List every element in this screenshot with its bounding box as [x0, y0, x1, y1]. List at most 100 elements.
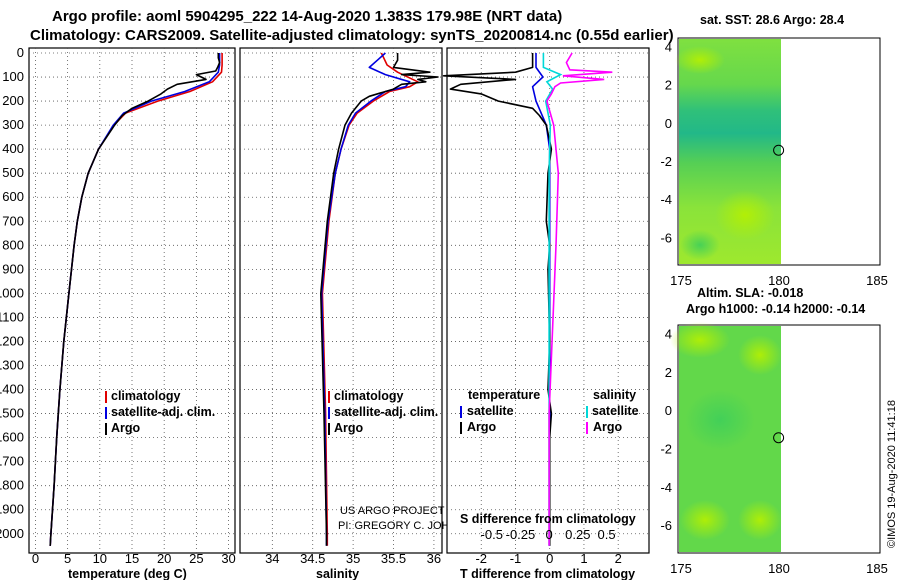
- legend-climatology: climatology: [111, 389, 181, 403]
- depth-tick-label: 1000: [0, 285, 24, 300]
- temperature-tick-label: 25: [189, 551, 203, 566]
- salinity-panel: 34 34.5 35 35.5 36 salinity climatology sate…: [239, 47, 481, 580]
- map-lat-tick-label: -2: [660, 154, 672, 169]
- sla-map-title-1: Altim. SLA: -0.018: [697, 286, 803, 300]
- salinity-legend: climatology satellite-adj. clim. Argo: [328, 389, 438, 435]
- legend-s-argo: Argo: [593, 420, 623, 434]
- map-lon-tick-label: 185: [866, 561, 888, 576]
- salinity-tick-label: 34: [265, 551, 279, 566]
- map-lon-tick-label: 175: [670, 273, 692, 288]
- sla-map-title-2: Argo h1000: -0.14 h2000: -0.14: [686, 302, 865, 316]
- map-lat-tick-label: 2: [665, 78, 672, 93]
- title-line-2: Climatology: CARS2009. Satellite-adjuste…: [30, 27, 674, 44]
- depth-tick-label: 600: [2, 189, 24, 204]
- depth-tick-label: 400: [2, 141, 24, 156]
- depth-tick-label: 1200: [0, 333, 24, 348]
- temperature-series-2: [49, 53, 221, 546]
- map-lat-tick-label: -4: [660, 480, 672, 495]
- legend-salinity-title: salinity: [593, 388, 636, 402]
- diff-s-argo: [546, 52, 613, 546]
- s-difference-tick-label: -0.5: [481, 527, 503, 542]
- depth-tick-label: 0: [17, 45, 24, 60]
- legend-satellite: satellite-adj. clim.: [111, 405, 215, 419]
- depth-tick-label: 800: [2, 237, 24, 252]
- sla-high-patch: [680, 500, 730, 540]
- depth-tick-label: 1900: [0, 502, 24, 517]
- legend-argo: Argo: [334, 421, 364, 435]
- legend-t-satellite: satellite: [467, 404, 514, 418]
- credit-project: US ARGO PROJECT: [340, 505, 445, 517]
- sst-warm-patch: [675, 46, 725, 74]
- depth-tick-label: 100: [2, 69, 24, 84]
- t-difference-tick-label: 2: [615, 551, 622, 566]
- sla-high-patch: [738, 500, 782, 540]
- t-difference-tick-label: -1: [510, 551, 522, 566]
- difference-xlabel: T difference from climatology: [460, 567, 635, 580]
- temperature-tick-label: 15: [125, 551, 139, 566]
- legend-temperature-title: temperature: [468, 388, 540, 402]
- temperature-tick-label: 30: [221, 551, 235, 566]
- diff-s-satellite: [542, 53, 563, 546]
- map-lat-tick-label: 4: [665, 327, 672, 342]
- map-lat-tick-label: 0: [665, 403, 672, 418]
- s-difference-tick-label: 0: [546, 527, 553, 542]
- temperature-tick-label: 10: [93, 551, 107, 566]
- difference-top-xlabel: S difference from climatology: [460, 512, 636, 526]
- legend-satellite: satellite-adj. clim.: [334, 405, 438, 419]
- credit-pi: PI: GREGORY C. JOHNSON: [338, 520, 481, 532]
- salinity-series-2: [319, 53, 439, 546]
- temperature-tick-label: 0: [32, 551, 39, 566]
- t-difference-tick-label: 1: [580, 551, 587, 566]
- temperature-legend: climatology satellite-adj. clim. Argo: [105, 389, 215, 435]
- depth-tick-label: 1500: [0, 406, 24, 421]
- sla-low-patch: [685, 390, 755, 450]
- temperature-tick-label: 20: [157, 551, 171, 566]
- temperature-tick-label: 5: [64, 551, 71, 566]
- map-lon-tick-label: 175: [670, 561, 692, 576]
- salinity-plot-frame: [239, 47, 443, 554]
- map-lat-tick-label: 2: [665, 365, 672, 380]
- depth-tick-label: 300: [2, 117, 24, 132]
- sst-map-title: sat. SST: 28.6 Argo: 28.4: [700, 13, 844, 27]
- map-lon-tick-label: 180: [768, 561, 790, 576]
- salinity-tick-label: 34.5: [300, 551, 325, 566]
- sst-map: sat. SST: 28.6 Argo: 28.4 4 2 0 -2 -4 -6 175 18…: [660, 13, 887, 288]
- sla-map: Altim. SLA: -0.018 Argo h1000: -0.14 h20…: [660, 286, 887, 576]
- sla-high-patch: [670, 322, 730, 358]
- map-lat-tick-label: -2: [660, 442, 672, 457]
- depth-tick-label: 2000: [0, 526, 24, 541]
- argo-float-marker: [773, 144, 785, 156]
- salinity-tick-label: 35.5: [381, 551, 406, 566]
- sla-high-patch: [738, 335, 782, 375]
- legend-climatology: climatology: [334, 389, 404, 403]
- depth-tick-label: 1300: [0, 358, 24, 373]
- depth-tick-label: 1400: [0, 382, 24, 397]
- sst-cool-patch: [680, 230, 720, 260]
- t-difference-tick-label: -2: [475, 551, 487, 566]
- s-difference-tick-label: 0.5: [597, 527, 615, 542]
- salinity-tick-label: 36: [427, 551, 441, 566]
- depth-tick-label: 900: [2, 261, 24, 276]
- depth-tick-label: 1600: [0, 430, 24, 445]
- difference-legend: temperature satellite Argo salinity sate…: [460, 388, 639, 434]
- argo-float-marker: [773, 432, 785, 444]
- depth-tick-label: 1800: [0, 478, 24, 493]
- salinity-xlabel: salinity: [316, 567, 359, 580]
- title-line-1: Argo profile: aoml 5904295_222 14-Aug-20…: [52, 8, 562, 25]
- s-difference-tick-label: -0.25: [506, 527, 536, 542]
- difference-panel: -2 -1 0 1 2 -0.5 -0.25 0 0.25 0.5 T difference f…: [442, 47, 650, 580]
- legend-s-satellite: satellite: [592, 404, 639, 418]
- depth-tick-label: 200: [2, 93, 24, 108]
- map-lat-tick-label: -6: [660, 518, 672, 533]
- depth-tick-label: 1700: [0, 454, 24, 469]
- depth-tick-label: 500: [2, 165, 24, 180]
- s-difference-tick-label: 0.25: [565, 527, 590, 542]
- sst-warm-patch: [715, 190, 775, 240]
- t-difference-tick-label: 0: [546, 551, 553, 566]
- map-lat-tick-label: 0: [665, 116, 672, 131]
- copyright-footer: ©IMOS 19-Aug-2020 11:41:18: [886, 400, 898, 548]
- legend-argo: Argo: [111, 421, 141, 435]
- map-lat-tick-label: 4: [665, 40, 672, 55]
- temperature-xlabel: temperature (deg C): [68, 567, 187, 580]
